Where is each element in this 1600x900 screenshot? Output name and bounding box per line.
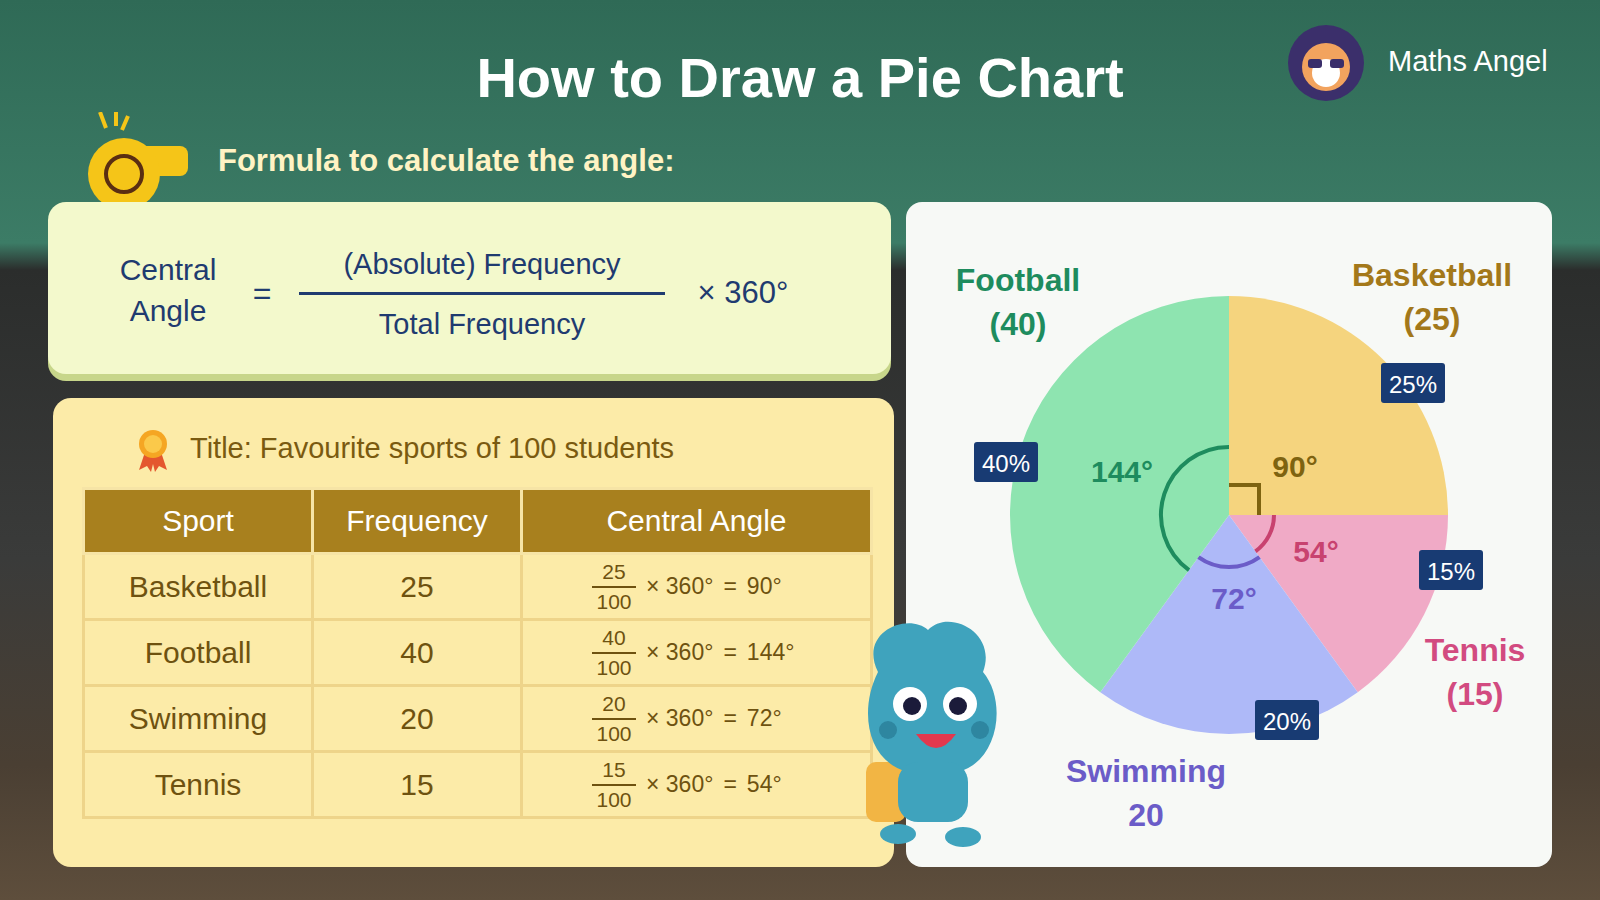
html-text:Formula to calculate the angle: Formula to calculate the angle: [218,143,675,178]
html-text:Total Frequency: Total Frequency [378,307,586,340]
html-text:40: 40 [602,625,626,649]
html-text:54°: 54° [746,771,782,797]
html-text:Basketball: Basketball [128,569,268,603]
html-text:25: 25 [602,559,626,583]
html-text:Tennis: Tennis [154,767,242,801]
svg-text:(25): (25) [1404,301,1461,337]
html-text:Football: Football [144,635,252,669]
svg-text:72°: 72° [1211,582,1256,615]
html-text:25: 25 [400,569,434,603]
svg-text:Swimming: Swimming [1066,753,1226,789]
html-text:20: 20 [400,701,434,735]
html-text:15: 15 [400,767,434,801]
html-text:100: 100 [596,721,632,745]
html-text:× 360°: × 360° [646,771,714,797]
html-text:40: 40 [400,635,434,669]
html-text:Central: Central [119,253,217,286]
html-text:Sport: Sport [162,504,234,537]
svg-text:(15): (15) [1447,676,1504,712]
html-text:(Absolute) Frequency: (Absolute) Frequency [343,247,621,280]
html-text:Central Angle: Central Angle [606,504,787,537]
svg-text:Basketball: Basketball [1352,257,1512,293]
svg-text:144°: 144° [1091,455,1153,488]
svg-text:25%: 25% [1389,371,1437,398]
svg-text:15%: 15% [1427,558,1475,585]
html-text:× 360°: × 360° [646,705,714,731]
html-text:72°: 72° [746,705,782,731]
html-text:Swimming: Swimming [128,701,268,735]
svg-text:90°: 90° [1272,450,1317,483]
html-text:Title: Favourite sports of 100: Title: Favourite sports of 100 students [190,432,675,464]
html-text:100: 100 [596,655,632,679]
html-text:How to Draw a Pie Chart: How to Draw a Pie Chart [476,45,1124,109]
svg-text:20: 20 [1128,797,1164,833]
html-text:Maths Angel: Maths Angel [1388,45,1548,77]
svg-text:54°: 54° [1293,535,1338,568]
html-text:20: 20 [602,691,626,715]
svg-text:Football: Football [956,262,1080,298]
svg-text:40%: 40% [982,450,1030,477]
html-text:100: 100 [596,787,632,811]
html-text:× 360°: × 360° [646,639,714,665]
html-text:15: 15 [602,757,626,781]
svg-text:(40): (40) [990,306,1047,342]
html-text:100: 100 [596,589,632,613]
html-text:× 360°: × 360° [697,275,789,310]
html-text:90°: 90° [746,573,782,599]
html-text:144°: 144° [746,639,795,665]
svg-text:20%: 20% [1263,708,1311,735]
html-text:Angle: Angle [129,294,207,327]
html-text:Frequency: Frequency [346,504,488,537]
html-text:× 360°: × 360° [646,573,714,599]
svg-text:Tennis: Tennis [1425,632,1526,668]
